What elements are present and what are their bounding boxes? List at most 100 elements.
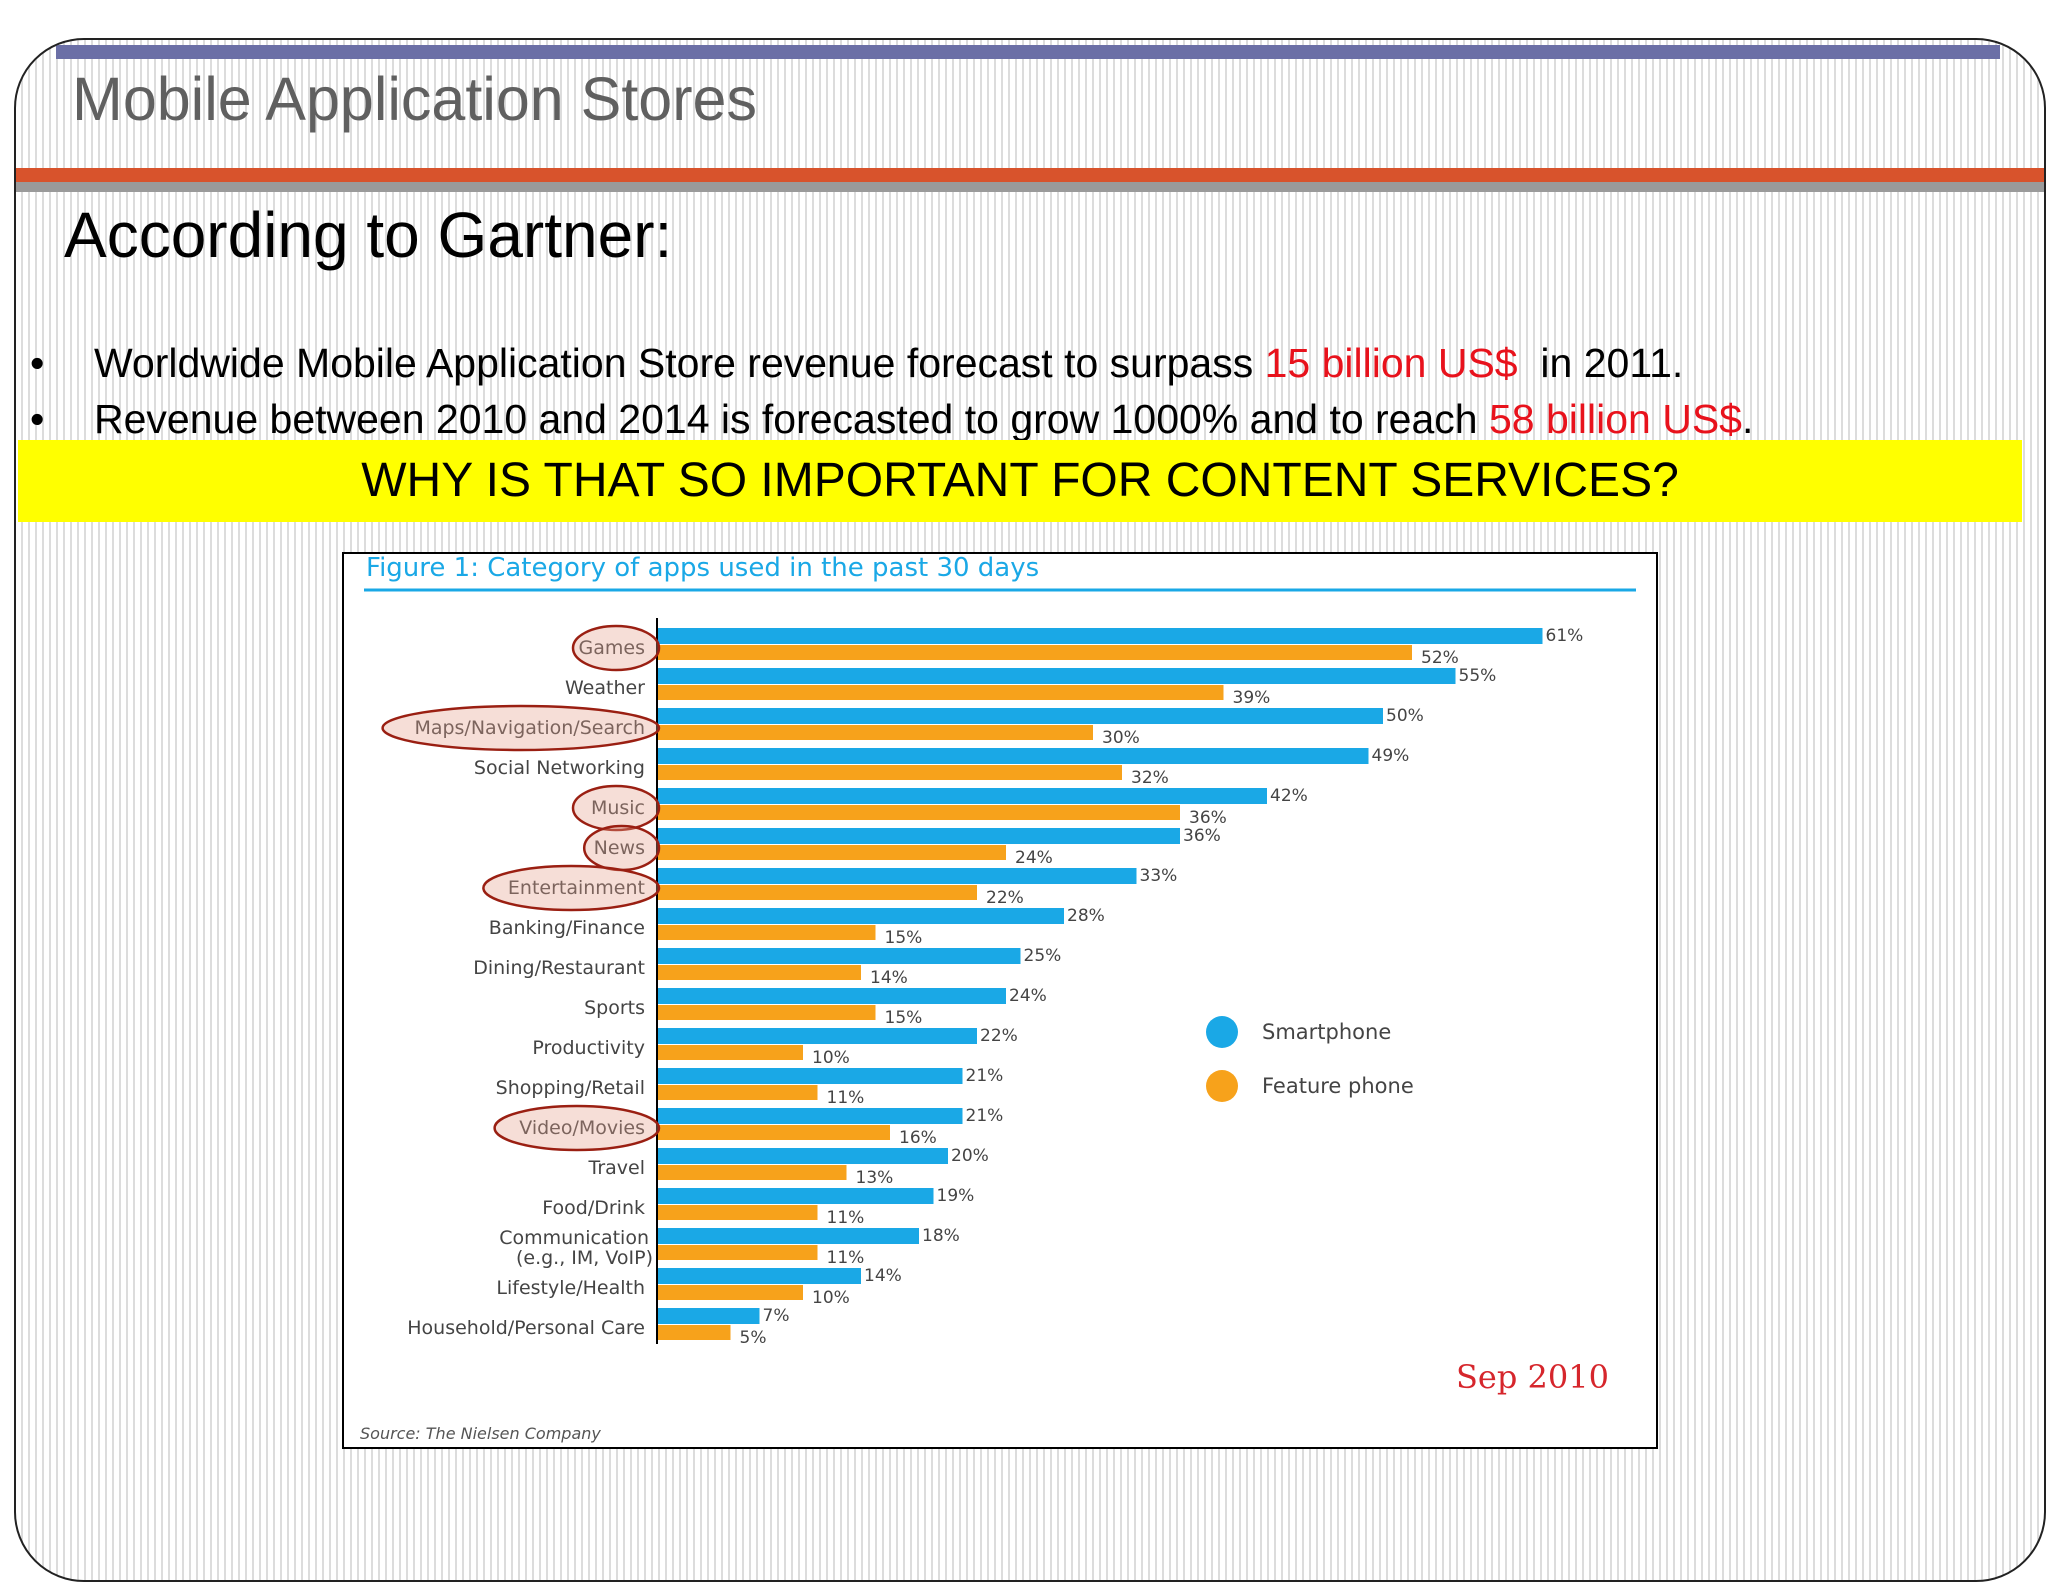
highlight-circle: [493, 1104, 661, 1152]
legend-marker: [1206, 1016, 1238, 1048]
bullet-marker: •: [30, 340, 45, 386]
bar-label-feature-phone: 13%: [856, 1168, 894, 1188]
bar-label-feature-phone: 14%: [870, 968, 908, 988]
category-label: Weather: [565, 677, 645, 699]
bar-smartphone: [658, 1028, 977, 1044]
slide-title: Mobile Application Stores: [72, 65, 757, 133]
bar-smartphone: [658, 1308, 760, 1324]
legend-marker: [1206, 1070, 1238, 1102]
bar-smartphone: [658, 828, 1180, 844]
bar-label-smartphone: 7%: [763, 1306, 790, 1326]
bar-feature-phone: [658, 1165, 847, 1180]
bar-label-feature-phone: 15%: [885, 928, 923, 948]
chart-title: Figure 1: Category of apps used in the p…: [366, 554, 1039, 583]
legend-label: Feature phone: [1262, 1074, 1414, 1098]
bullet-item: • Revenue between 2010 and 2014 is foreca…: [30, 396, 1753, 443]
bullet-highlight: 58 billion US$: [1488, 396, 1742, 442]
category-label: Video/Movies: [519, 1117, 645, 1139]
category-label: Household/Personal Care: [407, 1317, 645, 1339]
bar-smartphone: [658, 668, 1456, 684]
bar-feature-phone: [658, 725, 1093, 740]
bar-smartphone: [658, 1188, 934, 1204]
category-label: Banking/Finance: [489, 917, 645, 939]
bar-label-feature-phone: 11%: [827, 1208, 865, 1228]
bar-label-smartphone: 61%: [1546, 626, 1584, 646]
source-note: Source: The Nielsen Company: [360, 1424, 601, 1443]
category-label: Social Networking: [474, 757, 645, 779]
category-label: Communication: [499, 1227, 649, 1249]
bar-smartphone: [658, 868, 1137, 884]
highlight-circle: [582, 824, 661, 872]
bar-smartphone: [658, 948, 1021, 964]
highlight-circle: [571, 784, 661, 832]
bar-smartphone: [658, 628, 1543, 644]
bar-label-feature-phone: 32%: [1131, 768, 1169, 788]
bar-feature-phone: [658, 1285, 803, 1300]
title-rule-gray: [16, 182, 2044, 192]
bar-label-smartphone: 20%: [951, 1146, 989, 1166]
heading: According to Gartner:: [64, 199, 673, 271]
bar-feature-phone: [658, 1005, 876, 1020]
bar-label-smartphone: 24%: [1009, 986, 1047, 1006]
bar-smartphone: [658, 1228, 919, 1244]
bar-feature-phone: [658, 885, 977, 900]
bullet-marker: •: [30, 396, 45, 442]
highlight-circle: [482, 864, 661, 912]
bullet-text-end: in 2011.: [1517, 340, 1684, 386]
bar-label-smartphone: 49%: [1372, 746, 1410, 766]
bar-label-smartphone: 42%: [1270, 786, 1308, 806]
bar-feature-phone: [658, 1205, 818, 1220]
bullet-text: Worldwide Mobile Application Store reven…: [94, 340, 1265, 386]
bar-label-smartphone: 21%: [966, 1106, 1004, 1126]
bar-label-feature-phone: 36%: [1189, 808, 1227, 828]
category-label: Productivity: [532, 1037, 645, 1059]
bar-smartphone: [658, 988, 1006, 1004]
bar-label-smartphone: 25%: [1024, 946, 1062, 966]
legend-label: Smartphone: [1262, 1020, 1391, 1044]
bar-smartphone: [658, 908, 1064, 924]
highlight-circle: [381, 704, 661, 752]
bar-smartphone: [658, 1268, 861, 1284]
bar-label-feature-phone: 52%: [1421, 648, 1459, 668]
bullet-highlight: 15 billion US$: [1264, 340, 1518, 386]
category-label: Music: [591, 797, 645, 819]
bar-smartphone: [658, 1068, 963, 1084]
bar-label-feature-phone: 15%: [885, 1008, 923, 1028]
bar-label-feature-phone: 5%: [740, 1328, 767, 1348]
highlight-circle: [571, 624, 661, 672]
category-label: Dining/Restaurant: [473, 957, 645, 979]
category-label: (e.g., IM, VoIP): [516, 1247, 653, 1269]
bar-label-smartphone: 36%: [1183, 826, 1221, 846]
bar-label-smartphone: 21%: [966, 1066, 1004, 1086]
bullet-text-end: .: [1741, 396, 1754, 442]
bar-label-feature-phone: 24%: [1015, 848, 1053, 868]
category-label: Travel: [588, 1157, 645, 1179]
chart-figure: Figure 1: Category of apps used in the p…: [342, 552, 1658, 1449]
bar-smartphone: [658, 1108, 963, 1124]
category-label: Entertainment: [508, 877, 645, 899]
bar-label-feature-phone: 39%: [1233, 688, 1271, 708]
bar-feature-phone: [658, 1045, 803, 1060]
bar-label-smartphone: 33%: [1140, 866, 1178, 886]
bar-feature-phone: [658, 645, 1412, 660]
bar-smartphone: [658, 708, 1383, 724]
bar-label-feature-phone: 10%: [812, 1288, 850, 1308]
bar-feature-phone: [658, 1245, 818, 1260]
bar-feature-phone: [658, 1325, 731, 1340]
bar-label-smartphone: 22%: [980, 1026, 1018, 1046]
bar-label-smartphone: 55%: [1459, 666, 1497, 686]
top-accent-bar: [56, 45, 2000, 59]
category-label: Sports: [584, 997, 645, 1019]
bar-chart: Figure 1: Category of apps used in the p…: [360, 554, 1636, 1443]
bar-smartphone: [658, 1148, 948, 1164]
bar-label-feature-phone: 22%: [986, 888, 1024, 908]
bar-smartphone: [658, 788, 1267, 804]
bar-label-feature-phone: 11%: [827, 1248, 865, 1268]
category-label: News: [594, 837, 645, 859]
question-banner: WHY IS THAT SO IMPORTANT FOR CONTENT SER…: [18, 440, 2022, 522]
bar-feature-phone: [658, 765, 1122, 780]
bar-feature-phone: [658, 925, 876, 940]
bar-feature-phone: [658, 965, 861, 980]
bar-label-feature-phone: 16%: [899, 1128, 937, 1148]
bar-label-feature-phone: 10%: [812, 1048, 850, 1068]
